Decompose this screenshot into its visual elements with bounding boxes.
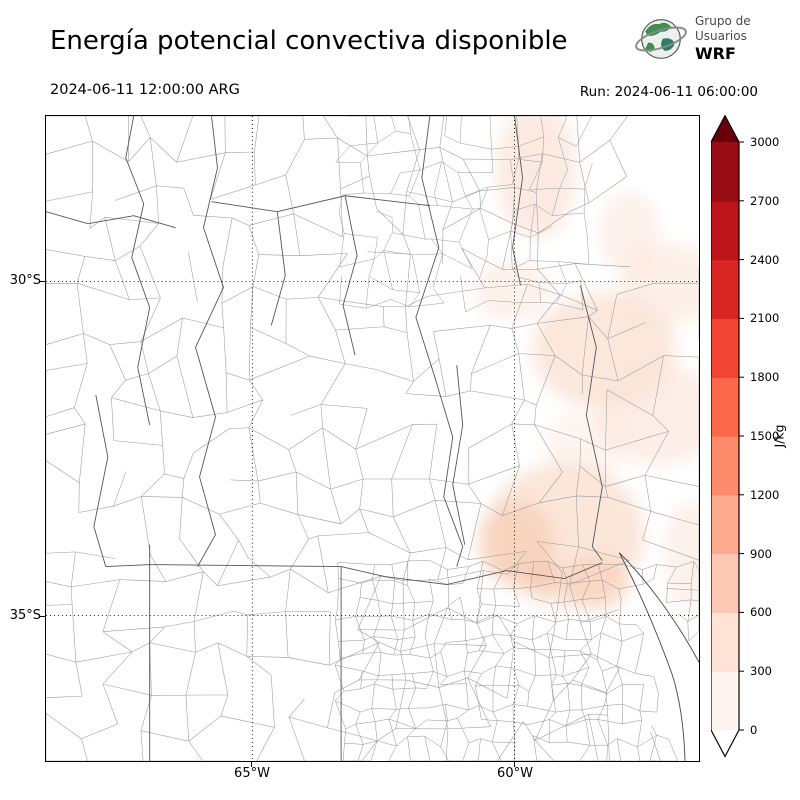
lon-label-65w: 65°W <box>234 766 270 781</box>
colorbar-tick-label: 300 <box>750 664 772 679</box>
cape-shading-blob <box>478 500 555 585</box>
colorbar-tick-label: 600 <box>750 605 772 620</box>
colorbar-tick-label: 0 <box>750 723 758 737</box>
lat-label-30s: 30°S <box>9 273 41 288</box>
logo-org-line1: Grupo de <box>695 14 751 29</box>
colorbar-segment <box>711 494 739 555</box>
cape-shading-blob <box>562 554 631 611</box>
colorbar-segment <box>711 377 739 437</box>
colorbar-segment <box>711 259 739 319</box>
axis-tick-30s <box>40 281 45 282</box>
colorbar-tick-label: 900 <box>750 546 772 561</box>
department-boundaries-coarse <box>46 116 699 761</box>
page-title: Energía potencial convectiva disponible <box>50 26 568 56</box>
colorbar-segment <box>711 318 739 378</box>
ocean-area <box>619 552 699 761</box>
colorbar-over-arrow <box>711 115 739 142</box>
colorbar-tick-label: 2700 <box>750 193 780 208</box>
cape-shading-blob <box>544 410 625 480</box>
map-frame <box>45 115 700 762</box>
colorbar-segment <box>711 436 739 496</box>
run-time-label: Run: 2024-06-11 06:00:00 <box>579 84 758 100</box>
colorbar-under-arrow <box>711 730 739 757</box>
department-boundaries-north <box>335 116 593 313</box>
cape-shading-blob <box>664 499 699 610</box>
colorbar-segment <box>711 200 739 261</box>
colorbar-tick-label: 2400 <box>750 252 780 267</box>
logo-text: Grupo de Usuarios WRF <box>695 14 751 64</box>
logo-wrf-label: WRF <box>695 44 736 64</box>
colorbar-tick-label: 2100 <box>750 311 780 326</box>
colorbar-tick-label: 1800 <box>750 370 780 385</box>
colorbar-segment <box>711 553 739 613</box>
colorbar-segment <box>711 671 739 731</box>
cape-shading-layer <box>474 116 699 611</box>
colorbar-segment <box>711 612 739 672</box>
cape-shading-blob <box>528 562 561 591</box>
logo-org-line2: Usuarios <box>695 28 747 43</box>
province-boundaries <box>46 116 603 761</box>
lon-label-60w: 60°W <box>497 766 533 781</box>
colorbar-tick-label: 3000 <box>750 135 780 149</box>
colorbar-segment <box>711 142 739 202</box>
map-svg <box>46 116 699 761</box>
colorbar-tick-label: 1200 <box>750 487 780 502</box>
colorbar-tick-label: 1500 <box>750 429 780 443</box>
cape-shading-blob <box>474 260 551 321</box>
department-boundaries-fine <box>334 560 699 761</box>
lat-label-35s: 35°S <box>9 608 41 623</box>
colorbar-svg <box>711 115 744 758</box>
coastline <box>618 552 699 761</box>
valid-time-label: 2024-06-11 12:00:00 ARG <box>50 82 240 98</box>
globe-icon <box>635 19 687 59</box>
axis-tick-35s <box>40 616 45 617</box>
axis-tick-65w <box>251 762 252 767</box>
axis-tick-60w <box>514 762 515 767</box>
wrf-logo: Grupo de Usuarios WRF <box>634 12 751 66</box>
